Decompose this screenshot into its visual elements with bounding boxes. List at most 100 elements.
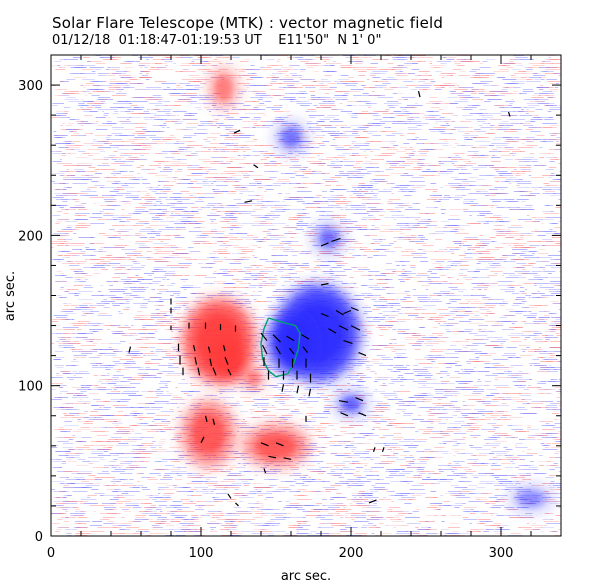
noise-stroke <box>326 215 340 216</box>
noise-stroke <box>189 63 195 64</box>
noise-stroke <box>318 219 334 220</box>
noise-stroke <box>136 61 139 62</box>
noise-stroke <box>163 185 174 186</box>
noise-stroke <box>242 279 250 280</box>
noise-stroke <box>490 193 505 194</box>
noise-stroke <box>239 247 243 248</box>
noise-stroke <box>431 299 440 300</box>
noise-stroke <box>159 285 165 286</box>
noise-stroke <box>56 221 63 222</box>
noise-stroke <box>128 103 133 104</box>
noise-stroke <box>199 167 205 168</box>
noise-stroke <box>133 97 143 98</box>
noise-stroke <box>362 95 373 96</box>
noise-stroke <box>476 263 481 264</box>
noise-stroke <box>185 147 191 148</box>
noise-stroke <box>94 89 99 90</box>
noise-stroke <box>414 309 422 310</box>
noise-stroke <box>542 245 545 246</box>
noise-stroke <box>216 283 229 284</box>
noise-stroke <box>63 311 73 312</box>
noise-stroke <box>63 177 70 178</box>
noise-stroke <box>290 101 293 102</box>
noise-stroke <box>65 227 72 228</box>
noise-stroke <box>407 277 414 278</box>
noise-stroke <box>340 239 356 240</box>
noise-stroke <box>375 171 384 172</box>
noise-stroke <box>112 113 119 114</box>
noise-stroke <box>111 331 124 332</box>
noise-stroke <box>52 259 64 260</box>
noise-stroke <box>454 101 469 102</box>
noise-stroke <box>169 327 181 328</box>
noise-stroke <box>142 303 148 304</box>
noise-stroke <box>74 179 89 180</box>
noise-stroke <box>390 217 401 218</box>
noise-stroke <box>220 151 229 152</box>
noise-stroke <box>227 245 239 246</box>
noise-stroke <box>60 81 64 82</box>
noise-stroke <box>434 89 442 90</box>
noise-stroke <box>230 213 242 214</box>
noise-stroke <box>464 257 473 258</box>
noise-stroke <box>310 81 323 82</box>
noise-stroke <box>523 283 537 284</box>
noise-stroke <box>226 179 242 180</box>
noise-stroke <box>91 181 99 182</box>
noise-stroke <box>446 325 454 326</box>
noise-stroke <box>67 225 72 226</box>
noise-stroke <box>283 199 292 200</box>
noise-stroke <box>392 59 408 60</box>
noise-stroke <box>241 249 255 250</box>
noise-stroke <box>395 57 405 58</box>
noise-stroke <box>324 181 337 182</box>
noise-stroke <box>542 61 551 62</box>
noise-stroke <box>520 169 531 170</box>
noise-stroke <box>520 195 524 196</box>
noise-stroke <box>476 251 491 252</box>
noise-stroke <box>171 283 176 284</box>
noise-stroke <box>322 197 326 198</box>
noise-stroke <box>459 331 472 332</box>
noise-stroke <box>157 321 173 322</box>
noise-stroke <box>176 295 180 296</box>
noise-stroke <box>442 197 452 198</box>
noise-stroke <box>234 259 249 260</box>
noise-stroke <box>482 193 498 194</box>
noise-stroke <box>102 209 115 210</box>
noise-stroke <box>425 117 436 118</box>
noise-stroke <box>249 183 262 184</box>
noise-stroke <box>142 71 151 72</box>
noise-stroke <box>357 187 365 188</box>
noise-stroke <box>244 59 250 60</box>
noise-stroke <box>70 149 81 150</box>
noise-stroke <box>438 201 441 202</box>
noise-stroke <box>396 93 404 94</box>
noise-stroke <box>322 141 330 142</box>
noise-stroke <box>64 179 75 180</box>
noise-stroke <box>505 321 519 322</box>
noise-stroke <box>521 111 536 112</box>
noise-stroke <box>65 233 68 234</box>
noise-stroke <box>210 231 225 232</box>
noise-stroke <box>141 279 152 280</box>
noise-stroke <box>353 131 360 132</box>
noise-stroke <box>347 105 352 106</box>
noise-stroke <box>64 239 73 240</box>
noise-stroke <box>281 301 289 302</box>
noise-stroke <box>237 279 248 280</box>
noise-stroke <box>411 241 414 242</box>
noise-stroke <box>529 193 540 194</box>
noise-stroke <box>110 141 125 142</box>
noise-stroke <box>222 149 239 150</box>
noise-stroke <box>308 233 312 234</box>
noise-stroke <box>273 183 286 184</box>
noise-stroke <box>457 131 465 132</box>
noise-stroke <box>150 67 162 68</box>
noise-stroke <box>485 257 496 258</box>
noise-stroke <box>152 59 165 60</box>
noise-stroke <box>456 167 467 168</box>
noise-stroke <box>103 307 110 308</box>
noise-stroke <box>401 255 415 256</box>
noise-stroke <box>472 155 489 156</box>
